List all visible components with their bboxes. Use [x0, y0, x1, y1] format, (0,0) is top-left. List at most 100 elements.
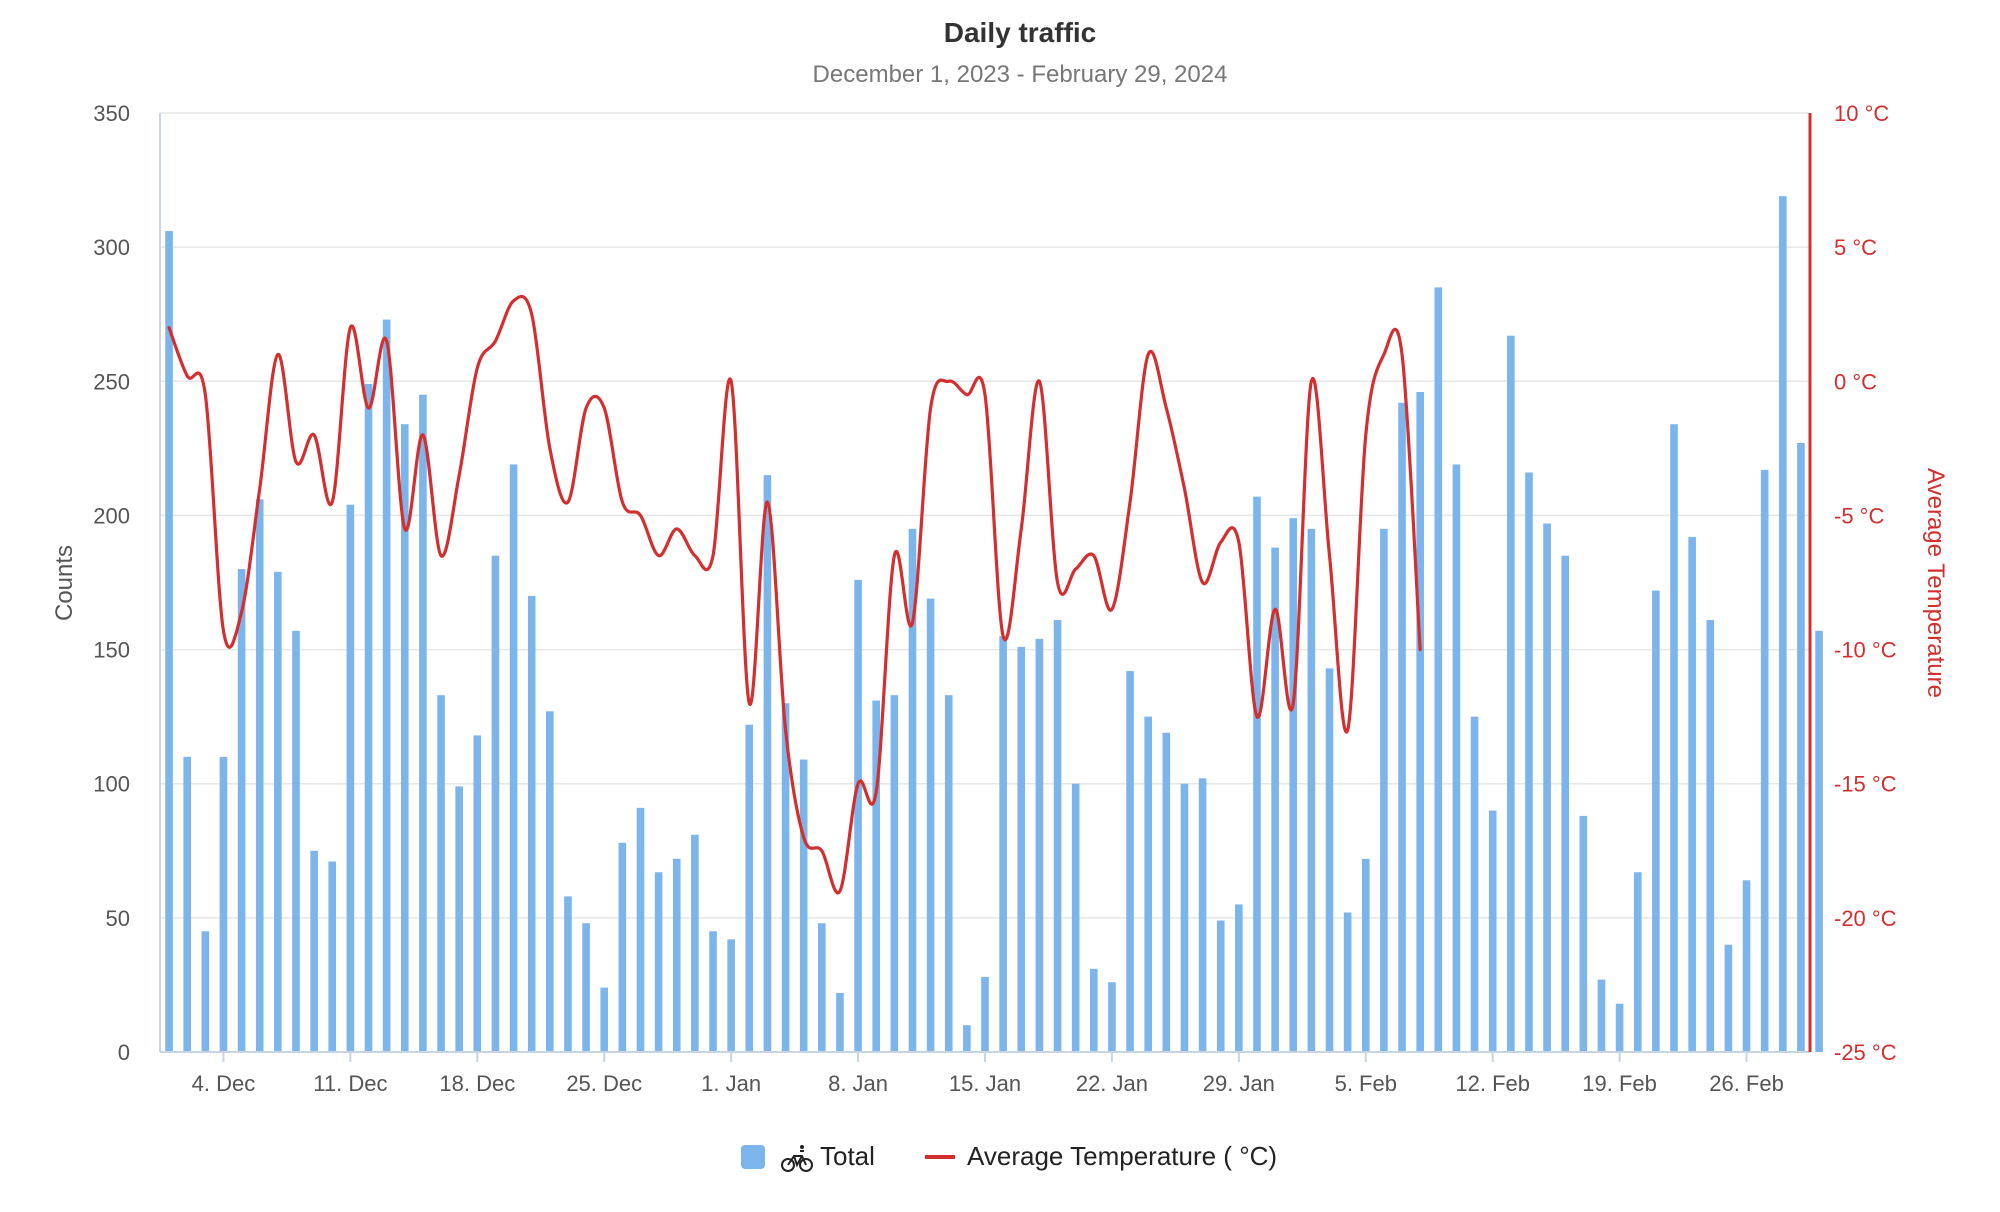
bar-total[interactable] — [908, 528, 917, 1052]
bar-total[interactable] — [1760, 469, 1769, 1052]
bar-total[interactable] — [1561, 555, 1570, 1052]
bar-total[interactable] — [727, 939, 735, 1052]
bar-total[interactable] — [382, 319, 391, 1053]
bar-total[interactable] — [654, 872, 663, 1052]
bar-total[interactable] — [1452, 464, 1461, 1052]
bar-total[interactable] — [926, 598, 935, 1052]
bar-total[interactable] — [1597, 979, 1606, 1052]
bar-total[interactable] — [1742, 880, 1751, 1052]
bar-total[interactable] — [1615, 1003, 1624, 1052]
bar-total[interactable] — [1525, 472, 1533, 1052]
bar-total[interactable] — [400, 424, 409, 1052]
bar-total[interactable] — [237, 569, 246, 1052]
bar-total[interactable] — [1488, 810, 1497, 1052]
bar-total[interactable] — [999, 636, 1007, 1052]
bar-total[interactable] — [1652, 590, 1660, 1052]
bar-total[interactable] — [328, 861, 337, 1052]
bar-total[interactable] — [1343, 912, 1352, 1052]
bar-total[interactable] — [491, 555, 500, 1052]
bar-total[interactable] — [890, 695, 899, 1052]
bar-total[interactable] — [310, 850, 318, 1052]
bar-total[interactable] — [1797, 442, 1805, 1052]
bar-total[interactable] — [1416, 392, 1424, 1052]
bar-total[interactable] — [437, 695, 445, 1052]
bar-total[interactable] — [709, 931, 717, 1052]
bar-total[interactable] — [292, 630, 300, 1052]
bar-total[interactable] — [473, 735, 482, 1052]
bar-total[interactable] — [636, 807, 645, 1052]
bar-total[interactable] — [1198, 778, 1207, 1052]
bar-total[interactable] — [981, 976, 989, 1052]
bar-total[interactable] — [872, 700, 881, 1052]
bar-total[interactable] — [1361, 858, 1370, 1052]
bar-total[interactable] — [1071, 783, 1080, 1052]
bar-total[interactable] — [455, 786, 463, 1052]
bar-total[interactable] — [963, 1025, 971, 1052]
legend-item-total[interactable]: Total — [741, 1141, 875, 1172]
bar-total[interactable] — [1633, 872, 1642, 1052]
bar-total[interactable] — [1307, 528, 1316, 1052]
bar-total[interactable] — [346, 504, 355, 1052]
bar-total[interactable] — [691, 834, 699, 1052]
bar-total[interactable] — [1017, 646, 1026, 1052]
bar-total[interactable] — [1162, 732, 1171, 1052]
x-tick-label: 19. Feb — [1582, 1071, 1657, 1096]
bar-total[interactable] — [219, 756, 228, 1052]
legend-swatch-total — [741, 1145, 765, 1169]
bar-total[interactable] — [201, 931, 210, 1052]
bar-total[interactable] — [1089, 968, 1098, 1052]
bar-total[interactable] — [781, 703, 790, 1052]
bar-total[interactable] — [1507, 335, 1515, 1053]
bar-total[interactable] — [582, 923, 590, 1052]
bar-total[interactable] — [1688, 536, 1696, 1052]
bar-total[interactable] — [1126, 671, 1134, 1052]
temperature-line[interactable] — [167, 294, 1422, 895]
bar-total[interactable] — [600, 987, 609, 1052]
bar-total[interactable] — [1180, 783, 1189, 1052]
bar-total[interactable] — [1271, 547, 1279, 1052]
bar-total[interactable] — [1670, 424, 1678, 1052]
bar-total[interactable] — [799, 759, 808, 1052]
bar-total[interactable] — [1253, 496, 1261, 1052]
bar-total[interactable] — [1543, 523, 1551, 1052]
bar-total[interactable] — [183, 756, 192, 1052]
bar-total[interactable] — [1724, 944, 1733, 1052]
bar-total[interactable] — [419, 394, 427, 1052]
left-tick-label: 200 — [93, 503, 130, 528]
bar-total[interactable] — [509, 464, 518, 1052]
bar-total[interactable] — [672, 858, 681, 1052]
bar-total[interactable] — [1398, 402, 1406, 1053]
bar-total[interactable] — [1289, 518, 1298, 1052]
bar-total[interactable] — [364, 383, 373, 1052]
bar-total[interactable] — [745, 724, 754, 1052]
bar-total[interactable] — [1706, 620, 1715, 1052]
bar-total[interactable] — [1325, 668, 1334, 1052]
bar-total[interactable] — [1815, 630, 1823, 1052]
bar-total[interactable] — [618, 842, 627, 1052]
bar-total[interactable] — [1778, 196, 1787, 1052]
bar-total[interactable] — [255, 499, 264, 1052]
bar-total[interactable] — [854, 579, 862, 1052]
right-tick-label: -10 °C — [1834, 638, 1897, 663]
bar-total[interactable] — [1235, 904, 1243, 1052]
legend-item-temperature[interactable]: Average Temperature ( °C) — [925, 1141, 1277, 1171]
bar-total[interactable] — [1579, 815, 1588, 1052]
bar-total[interactable] — [274, 571, 282, 1052]
bar-total[interactable] — [1216, 920, 1225, 1052]
bar-total[interactable] — [1053, 620, 1062, 1052]
bar-total[interactable] — [165, 231, 173, 1052]
bar-total[interactable] — [1470, 716, 1479, 1052]
bar-total[interactable] — [763, 475, 772, 1053]
bar-total[interactable] — [1144, 716, 1152, 1052]
bar-total[interactable] — [818, 923, 826, 1052]
bar-total[interactable] — [944, 695, 953, 1052]
bar-total[interactable] — [564, 896, 572, 1052]
bar-total[interactable] — [1380, 528, 1388, 1052]
bar-total[interactable] — [1434, 287, 1443, 1052]
bar-total[interactable] — [836, 992, 844, 1052]
bar-total[interactable] — [546, 711, 554, 1052]
bar-total[interactable] — [527, 595, 536, 1052]
bar-total[interactable] — [1108, 982, 1116, 1052]
bar-total[interactable] — [1035, 638, 1044, 1052]
